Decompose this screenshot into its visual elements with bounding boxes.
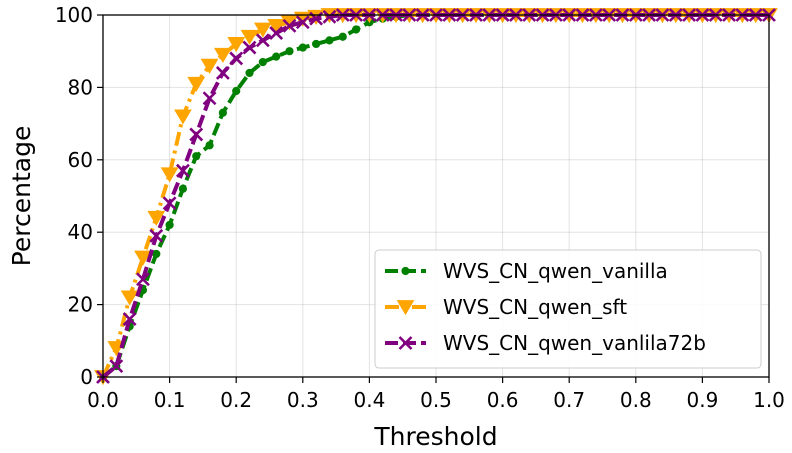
x-tick-label: 0.2 — [220, 388, 252, 412]
data-point — [189, 127, 204, 142]
legend-item: WVS_CN_qwen_vanilla — [385, 259, 668, 283]
legend-item: WVS_CN_qwen_sft — [385, 295, 627, 319]
data-point — [267, 18, 286, 35]
data-point — [295, 15, 310, 30]
data-point — [202, 91, 217, 106]
data-point — [227, 37, 246, 53]
data-point — [136, 272, 150, 287]
data-point — [338, 32, 347, 41]
data-point — [162, 196, 177, 211]
data-point — [134, 250, 152, 266]
data-point — [298, 43, 307, 52]
data-point — [245, 68, 254, 78]
data-point — [240, 29, 259, 45]
x-tick-label: 0.3 — [287, 388, 319, 412]
data-point — [272, 52, 281, 61]
data-point — [120, 290, 139, 306]
data-point — [122, 312, 137, 326]
data-point — [258, 57, 267, 67]
data-point — [109, 359, 124, 374]
legend-marker — [401, 266, 410, 276]
legend-box — [374, 249, 762, 369]
data-point — [174, 109, 192, 125]
x-tick-label: 0.5 — [420, 388, 452, 412]
data-point — [322, 9, 337, 24]
data-point — [312, 39, 321, 49]
legend-marker — [396, 300, 415, 316]
x-tick-label: 0.1 — [154, 388, 186, 412]
x-tick-label: 0.0 — [87, 388, 119, 412]
x-tick-label: 0.6 — [487, 388, 519, 412]
y-tick-label: 100 — [55, 3, 93, 27]
data-point — [229, 51, 244, 66]
y-tick-label: 80 — [68, 75, 93, 99]
data-point — [205, 141, 214, 150]
data-point — [269, 26, 284, 41]
y-tick-label: 60 — [68, 148, 93, 172]
x-tick-label: 0.8 — [620, 388, 652, 412]
data-point — [149, 228, 164, 243]
data-point — [176, 163, 190, 178]
legend-label: WVS_CN_qwen_vanlila72b — [443, 331, 706, 355]
x-tick-label: 0.7 — [553, 388, 585, 412]
y-tick-label: 40 — [68, 220, 93, 244]
data-point — [192, 152, 201, 161]
tick-labels: 0.0 0.1 0.2 0.3 0.4 0.5 0.6 0.7 0.8 0.9 1.0 0 20 40 60… — [55, 3, 785, 412]
x-tick-label: 0.4 — [353, 388, 385, 412]
tick-marks — [97, 14, 770, 383]
data-point — [285, 47, 294, 56]
data-point — [152, 249, 161, 259]
data-point — [351, 25, 361, 34]
data-point — [215, 66, 230, 80]
data-point — [255, 33, 270, 48]
data-point — [160, 167, 179, 183]
data-point — [253, 22, 272, 38]
legend: WVS_CN_qwen_vanilla WVS_CN_qwen_sft WVS_CN… — [374, 249, 762, 369]
data-point — [178, 184, 188, 193]
data-point — [187, 76, 206, 92]
data-point — [325, 36, 334, 45]
data-point — [214, 47, 232, 64]
legend-marker — [398, 336, 413, 350]
legend-label: WVS_CN_qwen_vanilla — [443, 259, 668, 283]
x-tick-label: 0.9 — [686, 388, 718, 412]
data-point — [200, 58, 219, 74]
x-axis-title: Threshold — [373, 422, 497, 451]
x-tick-label: 1.0 — [753, 388, 785, 412]
y-axis-title: Percentage — [7, 126, 36, 267]
data-point — [165, 220, 174, 230]
data-point — [282, 18, 297, 33]
y-tick-label: 20 — [68, 293, 93, 317]
data-point — [242, 40, 257, 55]
legend-label: WVS_CN_qwen_sft — [443, 295, 627, 319]
data-point — [232, 86, 241, 96]
data-point — [218, 108, 227, 117]
y-tick-label: 0 — [80, 365, 93, 389]
legend-item: WVS_CN_qwen_vanlila72b — [385, 331, 706, 355]
data-point — [147, 210, 166, 226]
